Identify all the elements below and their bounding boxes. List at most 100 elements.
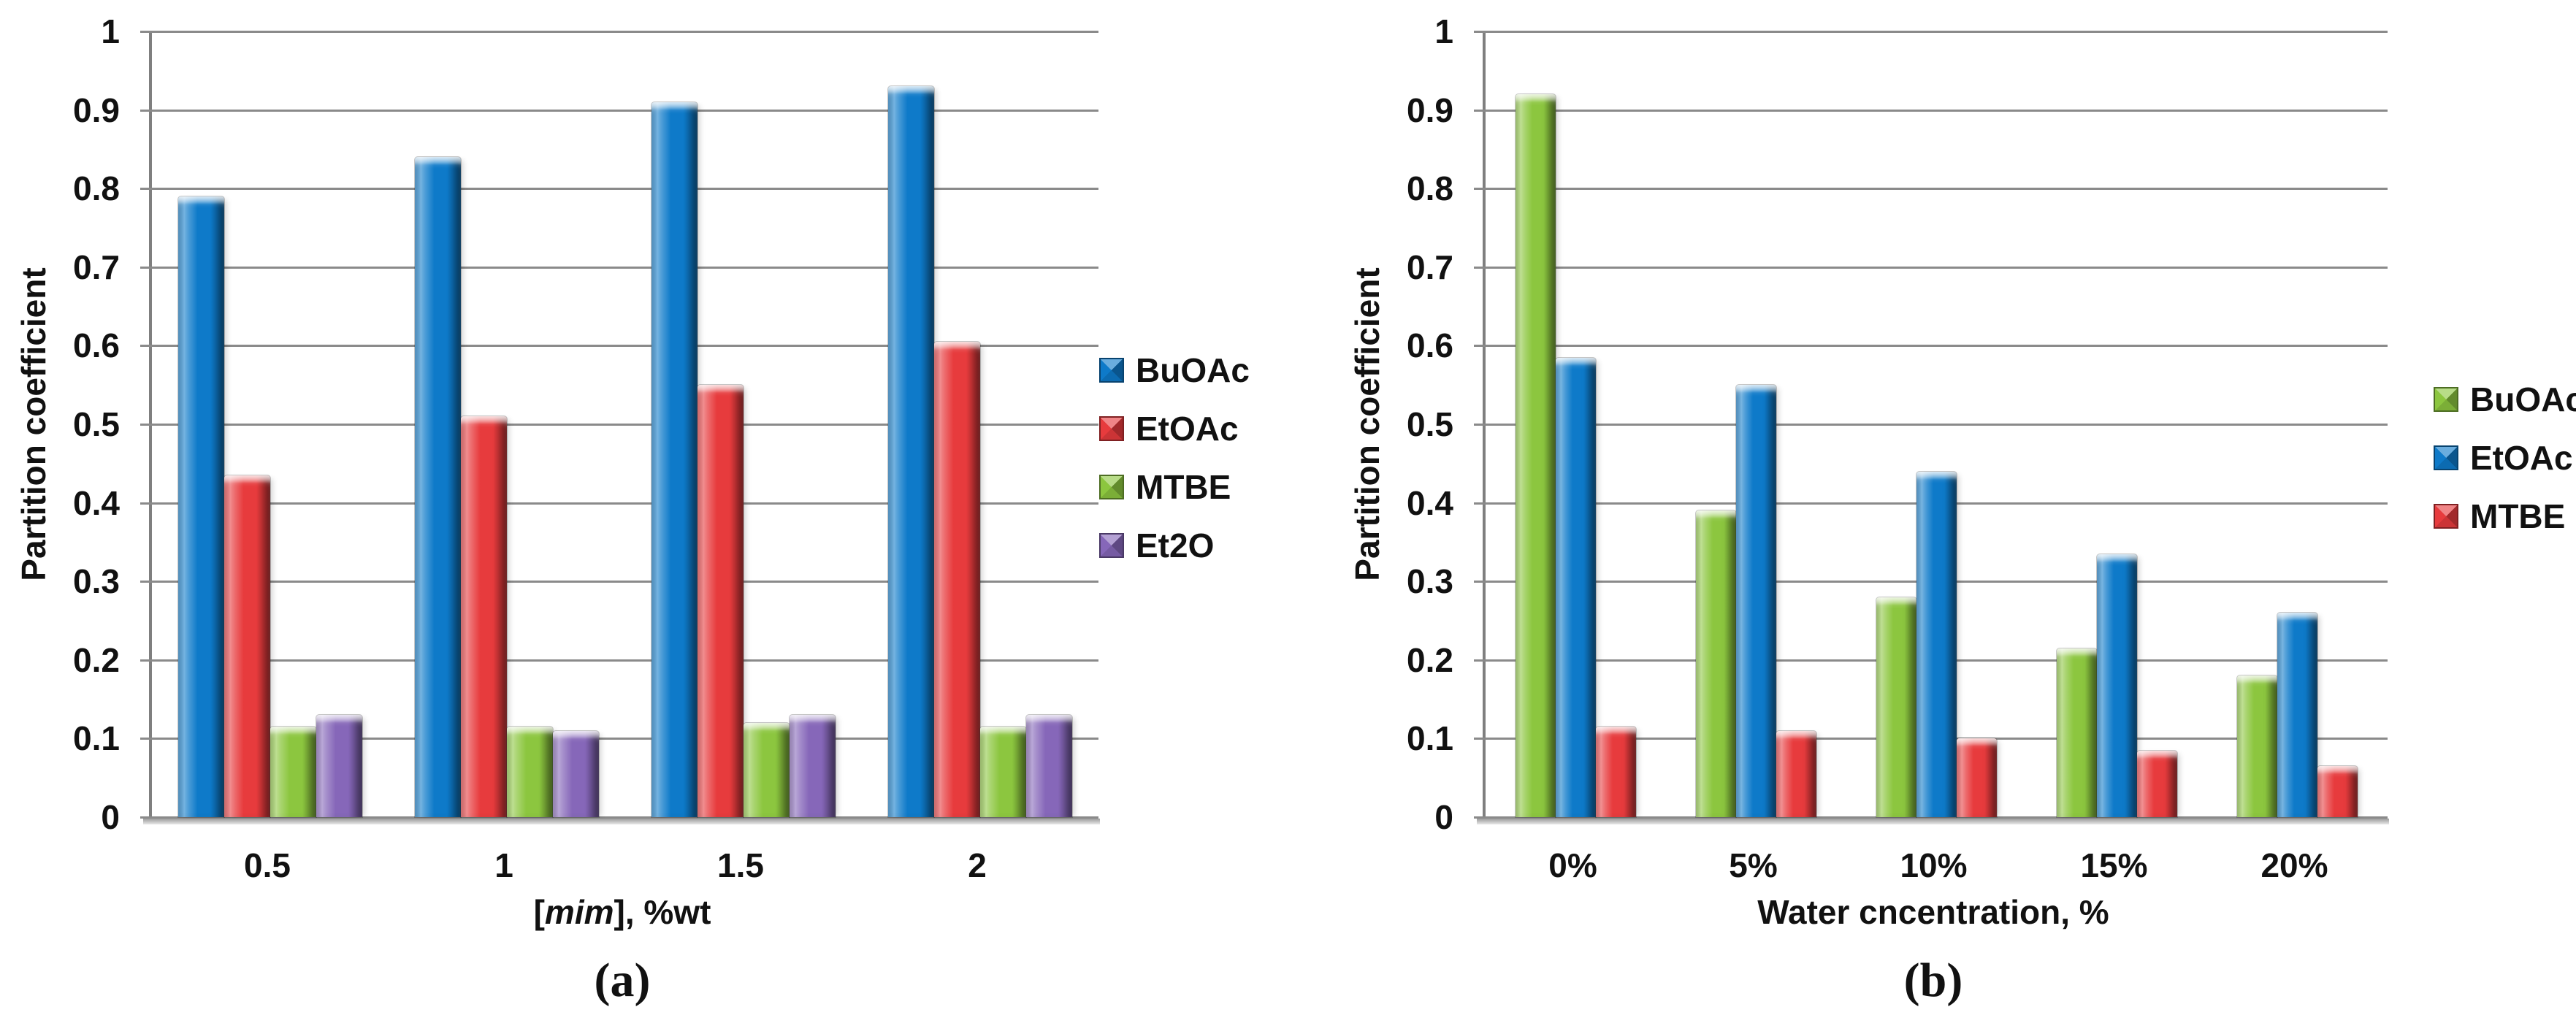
- y-tick-label: 0.7: [1407, 248, 1453, 286]
- gridline: [140, 31, 1098, 33]
- legend-swatch-MTBE-icon: [2434, 504, 2458, 529]
- bar-EtOAc-5%: [1736, 385, 1776, 817]
- legend-swatch-EtOAc-icon: [2434, 445, 2458, 470]
- y-tick-label: 0.7: [73, 248, 120, 286]
- legend-swatch-EtOAc-icon: [1099, 416, 1124, 441]
- bar-BuOAc-1.5: [651, 102, 697, 817]
- gridline: [140, 581, 1098, 583]
- x-tick-label-2: 2: [968, 846, 987, 884]
- legend-item-BuOAc: BuOAc: [1099, 353, 1250, 387]
- y-axis-ticks: 1 0.9 0.8 0.7 0.6 0.5 0.4 0.3 0.2 0.1 0: [3, 15, 120, 834]
- legend-item-BuOAc: BuOAc: [2434, 380, 2576, 418]
- legend-a: BuOAc EtOAc MTBE Et2O: [1099, 353, 1250, 593]
- gridline: [140, 738, 1098, 740]
- y-tick-label: 1: [1434, 12, 1453, 50]
- gridline: [140, 109, 1098, 112]
- bar-group-20%: [2237, 31, 2358, 817]
- bar-group-5%: [1696, 31, 1816, 817]
- bar-MTBE-10%: [1957, 738, 1997, 817]
- bar-BuOAc-5%: [1696, 510, 1736, 817]
- bar-BuOAc-20%: [2237, 675, 2277, 817]
- y-axis-title-a: Partition coefficient: [15, 267, 53, 581]
- y-tick-label: 0: [1434, 798, 1453, 836]
- bar-EtOAc-1.5: [697, 385, 744, 817]
- bar-Et2O-1.5: [790, 715, 836, 817]
- legend-label-BuOAc: BuOAc: [2470, 380, 2576, 418]
- gridline: [1474, 816, 2388, 819]
- y-tick-label: 0: [101, 798, 120, 836]
- legend-b: BuOAc EtOAc MTBE: [2434, 380, 2576, 564]
- bar-group-15%: [2057, 31, 2177, 817]
- bar-EtOAc-15%: [2097, 554, 2137, 817]
- x-axis-title-b: Water cncentration, %: [1757, 893, 2109, 931]
- x-axis-title-a-post: ], %wt: [614, 893, 711, 931]
- bar-MTBE-15%: [2137, 750, 2177, 817]
- legend-swatch-MTBE-icon: [1099, 475, 1124, 499]
- gridline: [1474, 31, 2388, 33]
- gridline: [1474, 266, 2388, 269]
- y-tick-label: 0.6: [73, 326, 120, 365]
- legend-swatch-BuOAc-icon: [2434, 387, 2458, 412]
- y-tick-label: 0.1: [73, 719, 120, 758]
- bar-BuOAc-10%: [1876, 597, 1916, 817]
- x-tick-label-5%: 5%: [1729, 846, 1778, 884]
- bar-BuOAc-2: [888, 86, 934, 817]
- y-tick-label: 0.8: [1407, 169, 1453, 208]
- x-tick-label-0%: 0%: [1548, 846, 1597, 884]
- legend-label-MTBE: MTBE: [2470, 497, 2566, 535]
- bar-EtOAc-0%: [1556, 357, 1596, 817]
- bar-EtOAc-0.5: [224, 475, 270, 817]
- plot-area-a: [140, 31, 1098, 819]
- gridline: [140, 816, 1098, 819]
- bar-EtOAc-2: [934, 342, 980, 817]
- legend-item-MTBE: MTBE: [1099, 468, 1250, 506]
- y-tick-label: 0.5: [1407, 405, 1453, 443]
- gridline: [1474, 188, 2388, 191]
- gridline: [140, 188, 1098, 191]
- x-axis-shadow: [1477, 819, 2389, 824]
- x-axis-title-a-pre: [: [533, 893, 545, 931]
- plot-area-b: [1474, 31, 2388, 819]
- legend-item-EtOAc: EtOAc: [2434, 441, 2576, 475]
- y-tick-label: 0.4: [73, 483, 120, 522]
- legend-swatch-BuOAc-icon: [1099, 358, 1124, 383]
- bar-group-2: [888, 31, 1072, 817]
- bar-MTBE-1.5: [744, 722, 790, 817]
- gridline: [140, 424, 1098, 426]
- y-tick-label: 0.3: [73, 562, 120, 601]
- y-axis-ticks: 1 0.9 0.8 0.7 0.6 0.5 0.4 0.3 0.2 0.1 0: [1337, 15, 1453, 834]
- bar-MTBE-0.5: [270, 727, 316, 817]
- gridline: [140, 266, 1098, 269]
- x-tick-label-1.5: 1.5: [717, 846, 764, 884]
- bar-Et2O-2: [1026, 715, 1072, 817]
- caption-a: (a): [594, 954, 651, 1007]
- gridline: [140, 659, 1098, 662]
- y-tick-label: 0.4: [1407, 483, 1453, 522]
- x-tick-label-10%: 10%: [1900, 846, 1968, 884]
- x-tick-label-1: 1: [494, 846, 513, 884]
- y-tick-label: 0.8: [73, 169, 120, 208]
- bar-BuOAc-15%: [2057, 648, 2097, 817]
- bar-MTBE-0%: [1596, 727, 1636, 817]
- bar-group-0%: [1516, 31, 1636, 817]
- y-tick-label: 0.2: [73, 640, 120, 679]
- bar-MTBE-5%: [1776, 730, 1816, 817]
- y-tick-label: 1: [101, 12, 120, 50]
- caption-b: (b): [1903, 954, 1963, 1007]
- legend-item-Et2O: Et2O: [1099, 526, 1250, 564]
- legend-label-Et2O: Et2O: [1136, 526, 1215, 564]
- bar-group-10%: [1876, 31, 1997, 817]
- bar-Et2O-0.5: [316, 715, 362, 817]
- x-axis-title-a: [mim], %wt: [330, 892, 914, 932]
- legend-item-EtOAc: EtOAc: [1099, 410, 1250, 448]
- x-tick-label-0.5: 0.5: [244, 846, 291, 884]
- y-tick-label: 0.1: [1407, 719, 1453, 758]
- bar-BuOAc-0.5: [178, 196, 224, 817]
- bar-Et2O-1: [553, 730, 599, 817]
- bar-group-0.5: [178, 31, 362, 817]
- y-axis-title-b: Partition coefficient: [1348, 267, 1386, 581]
- legend-label-MTBE: MTBE: [1136, 468, 1231, 506]
- legend-label-EtOAc: EtOAc: [1136, 410, 1239, 448]
- x-axis-shadow: [143, 819, 1100, 824]
